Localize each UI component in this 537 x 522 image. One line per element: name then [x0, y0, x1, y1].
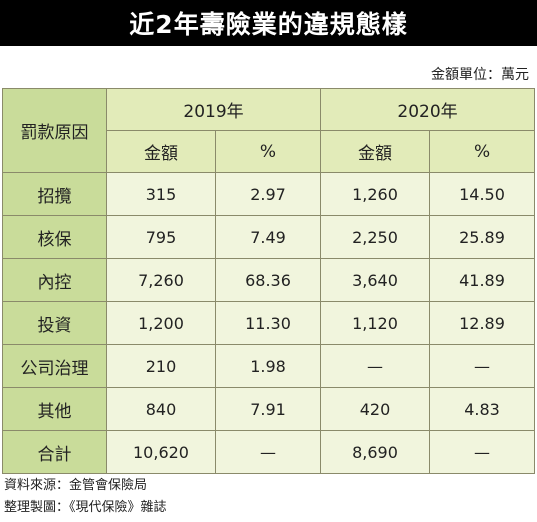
amount-header-2020: 金額: [320, 130, 431, 173]
amount-2020-cell: —: [320, 344, 431, 388]
table-row: 公司治理 210 1.98 — —: [2, 344, 536, 388]
year-header-2020: 2020年: [320, 88, 536, 131]
percent-2020-cell: 14.50: [429, 172, 536, 216]
cause-cell: 其他: [2, 387, 107, 431]
amount-2019-cell: 840: [106, 387, 216, 431]
amount-2019-cell: 1,200: [106, 301, 216, 345]
amount-2019-cell: 315: [106, 172, 216, 216]
year-header-2019: 2019年: [105, 88, 322, 131]
unit-note: 金額單位：萬元: [431, 67, 529, 83]
amount-2019-cell: 10,620: [106, 430, 216, 474]
percent-2019-cell: —: [214, 430, 322, 474]
percent-header-2019: %: [214, 130, 322, 173]
cause-cell: 核保: [2, 215, 107, 259]
percent-2020-cell: 4.83: [429, 387, 536, 431]
cause-cell: 內控: [2, 258, 107, 302]
amount-2019-cell: 795: [106, 215, 216, 259]
table-row: 招攬 315 2.97 1,260 14.50: [2, 172, 536, 216]
cause-cell: 合計: [2, 430, 107, 474]
amount-2020-cell: 1,120: [320, 301, 431, 345]
violations-table: 罰款原因 2019年 2020年 金額 % 金額 % 招攬 315 2.97 1…: [2, 88, 536, 474]
table-row: 投資 1,200 11.30 1,120 12.89: [2, 301, 536, 345]
amount-2020-cell: 2,250: [320, 215, 431, 259]
table-row: 核保 795 7.49 2,250 25.89: [2, 215, 536, 259]
amount-2019-cell: 7,260: [106, 258, 216, 302]
percent-2019-cell: 7.49: [214, 215, 322, 259]
cause-cell: 公司治理: [2, 344, 107, 388]
total-row: 合計 10,620 — 8,690 —: [2, 430, 536, 474]
amount-2020-cell: 3,640: [320, 258, 431, 302]
cause-cell: 投資: [2, 301, 107, 345]
percent-2020-cell: 12.89: [429, 301, 536, 345]
percent-2020-cell: —: [429, 344, 536, 388]
amount-header-2019: 金額: [106, 130, 216, 173]
cause-cell: 招攬: [2, 172, 107, 216]
amount-2020-cell: 8,690: [320, 430, 431, 474]
sub-header-row: 金額 % 金額 %: [3, 130, 536, 173]
page-title: 近2年壽險業的違規態樣: [0, 0, 537, 46]
percent-2019-cell: 7.91: [214, 387, 322, 431]
amount-2019-cell: 210: [106, 344, 216, 388]
percent-2020-cell: —: [429, 430, 536, 474]
source-note: 資料來源：金管會保險局: [4, 478, 148, 493]
amount-2020-cell: 1,260: [320, 172, 431, 216]
percent-2019-cell: 11.30: [214, 301, 322, 345]
table-row: 內控 7,260 68.36 3,640 41.89: [2, 258, 536, 302]
compiled-note: 整理製圖：《現代保險》雜誌: [4, 500, 167, 515]
year-header-row: 罰款原因 2019年 2020年: [2, 88, 536, 173]
percent-header-2020: %: [429, 130, 536, 173]
percent-2019-cell: 68.36: [214, 258, 322, 302]
percent-2020-cell: 25.89: [429, 215, 536, 259]
table-row: 其他 840 7.91 420 4.83: [2, 387, 536, 431]
cause-column-header: 罰款原因: [2, 88, 107, 173]
percent-2019-cell: 1.98: [214, 344, 322, 388]
amount-2020-cell: 420: [320, 387, 431, 431]
percent-2019-cell: 2.97: [214, 172, 322, 216]
percent-2020-cell: 41.89: [429, 258, 536, 302]
